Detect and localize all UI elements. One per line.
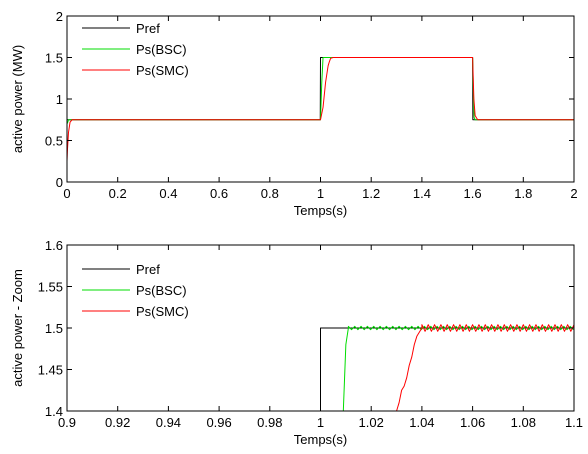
x-tick-label: 0.98 <box>257 415 282 430</box>
x-tick-label: 2 <box>570 186 577 201</box>
x-tick-label: 1.4 <box>413 186 431 201</box>
x-axis-label: Temps(s) <box>294 203 347 218</box>
series-group <box>67 57 574 162</box>
x-tick-label: 0.4 <box>159 186 177 201</box>
y-tick-label: 1.5 <box>45 321 63 336</box>
x-tick-label: 0.8 <box>261 186 279 201</box>
x-tick-label: 1 <box>317 186 324 201</box>
x-tick-label: 1.02 <box>359 415 384 430</box>
x-tick-label: 0.94 <box>156 415 181 430</box>
y-tick-label: 1.5 <box>45 51 63 66</box>
series-line-ps-bsc <box>342 325 574 411</box>
x-tick-label: 1.2 <box>362 186 380 201</box>
zoom-chart: 0.9 0.92 0.94 0.96 0.98 1 1.02 1.04 1.06 1.08 1.1 1… <box>10 238 583 447</box>
legend-label: Ps(BSC) <box>136 42 187 57</box>
x-tick-label: 0.9 <box>58 415 76 430</box>
x-tick-label: 1.06 <box>460 415 485 430</box>
x-axis-label: Temps(s) <box>294 432 347 447</box>
x-tick-label: 1.1 <box>565 415 583 430</box>
y-tick-label: 1.4 <box>45 404 63 419</box>
x-tick-label: 1 <box>317 415 324 430</box>
x-tick-label: 0.6 <box>210 186 228 201</box>
legend: Pref Ps(BSC) Ps(SMC) <box>82 262 189 319</box>
y-tick-label: 1.6 <box>45 238 63 253</box>
y-tick-label: 0 <box>56 175 63 190</box>
series-line-pref <box>320 327 574 411</box>
x-tick-label: 0.2 <box>109 186 127 201</box>
y-tick-label: 1.45 <box>38 363 63 378</box>
legend-label: Ps(SMC) <box>136 304 189 319</box>
x-tick-label: 1.08 <box>511 415 536 430</box>
y-tick-label: 1.55 <box>38 280 63 295</box>
x-tick-label: 1.8 <box>514 186 532 201</box>
legend-label: Ps(SMC) <box>136 63 189 78</box>
legend-label: Pref <box>136 21 160 36</box>
series-line-ps-smc <box>396 324 574 411</box>
legend-label: Ps(BSC) <box>136 283 187 298</box>
x-tick-label: 0 <box>63 186 70 201</box>
series-line-ps-bsc <box>67 57 574 125</box>
y-tick-label: 2 <box>56 9 63 24</box>
series-group <box>320 324 574 411</box>
top-chart: 0 0.2 0.4 0.6 0.8 1 1.2 1.4 1.6 1.8 2 0 0.5 1 1.5 2 Temp… <box>10 9 578 218</box>
y-tick-label: 0.5 <box>45 134 63 149</box>
y-axis-label: active power (MW) <box>10 45 25 153</box>
legend: Pref Ps(BSC) Ps(SMC) <box>82 21 189 78</box>
x-tick-label: 0.92 <box>105 415 130 430</box>
x-tick-label: 1.6 <box>464 186 482 201</box>
y-tick-label: 1 <box>56 92 63 107</box>
series-line-ps-smc <box>67 57 574 162</box>
x-tick-label: 0.96 <box>206 415 231 430</box>
x-tick-label: 1.04 <box>409 415 434 430</box>
legend-label: Pref <box>136 262 160 277</box>
y-axis-label: active power - Zoom <box>10 269 25 387</box>
